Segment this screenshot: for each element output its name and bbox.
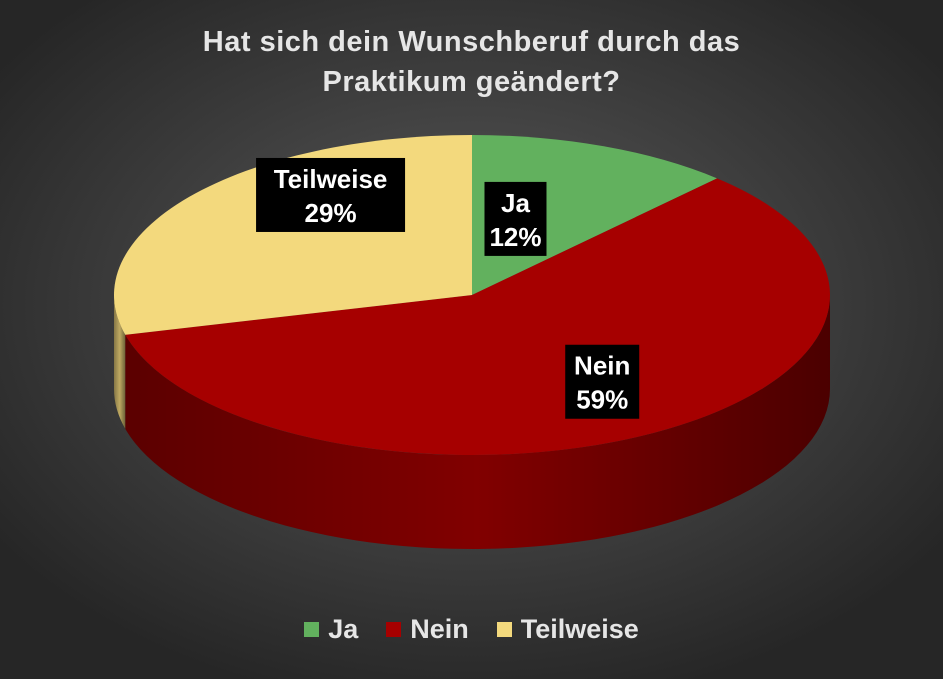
pie-top-layer — [113, 135, 830, 456]
legend-label-teilweise: Teilweise — [520, 614, 639, 644]
data-label-box-nein — [565, 344, 640, 419]
data-label-name-nein: Nein — [574, 351, 630, 381]
legend: Ja Nein Teilweise — [0, 614, 943, 645]
chart-title: Hat sich dein Wunschberuf durch das Prak… — [0, 22, 943, 102]
legend-label-ja: Ja — [328, 614, 359, 644]
data-label-name-ja: Ja — [501, 188, 530, 218]
pie-side-nein — [125, 295, 830, 549]
pie-side-teilweise — [114, 295, 126, 429]
legend-swatch-nein — [386, 622, 402, 637]
data-label-nein: Nein 59% — [565, 344, 640, 419]
data-label-value-teilweise: 29% — [305, 198, 357, 228]
data-label-teilweise: Teilweise 29% — [256, 157, 406, 232]
legend-item-nein: Nein — [386, 614, 469, 645]
data-label-value-nein: 59% — [576, 385, 628, 415]
data-label-box-teilweise — [256, 157, 406, 232]
legend-item-teilweise: Teilweise — [496, 614, 639, 645]
data-label-name-teilweise: Teilweise — [274, 164, 388, 194]
data-label-ja: Ja 12% — [484, 181, 547, 256]
pie-label-layer: Ja 12% Nein 59% Teilweise 29% — [256, 157, 640, 419]
data-label-box-ja — [484, 181, 547, 256]
legend-label-nein: Nein — [410, 614, 469, 644]
chart-title-line-2: Praktikum geändert? — [322, 66, 621, 98]
chart-title-line-1: Hat sich dein Wunschberuf durch das — [202, 26, 741, 58]
data-label-value-ja: 12% — [489, 222, 541, 252]
pie-slice-nein — [125, 178, 830, 456]
pie-depth-layer — [114, 295, 830, 549]
legend-swatch-teilweise — [496, 622, 512, 637]
legend-swatch-ja — [304, 622, 320, 637]
legend-item-ja: Ja — [304, 614, 358, 645]
